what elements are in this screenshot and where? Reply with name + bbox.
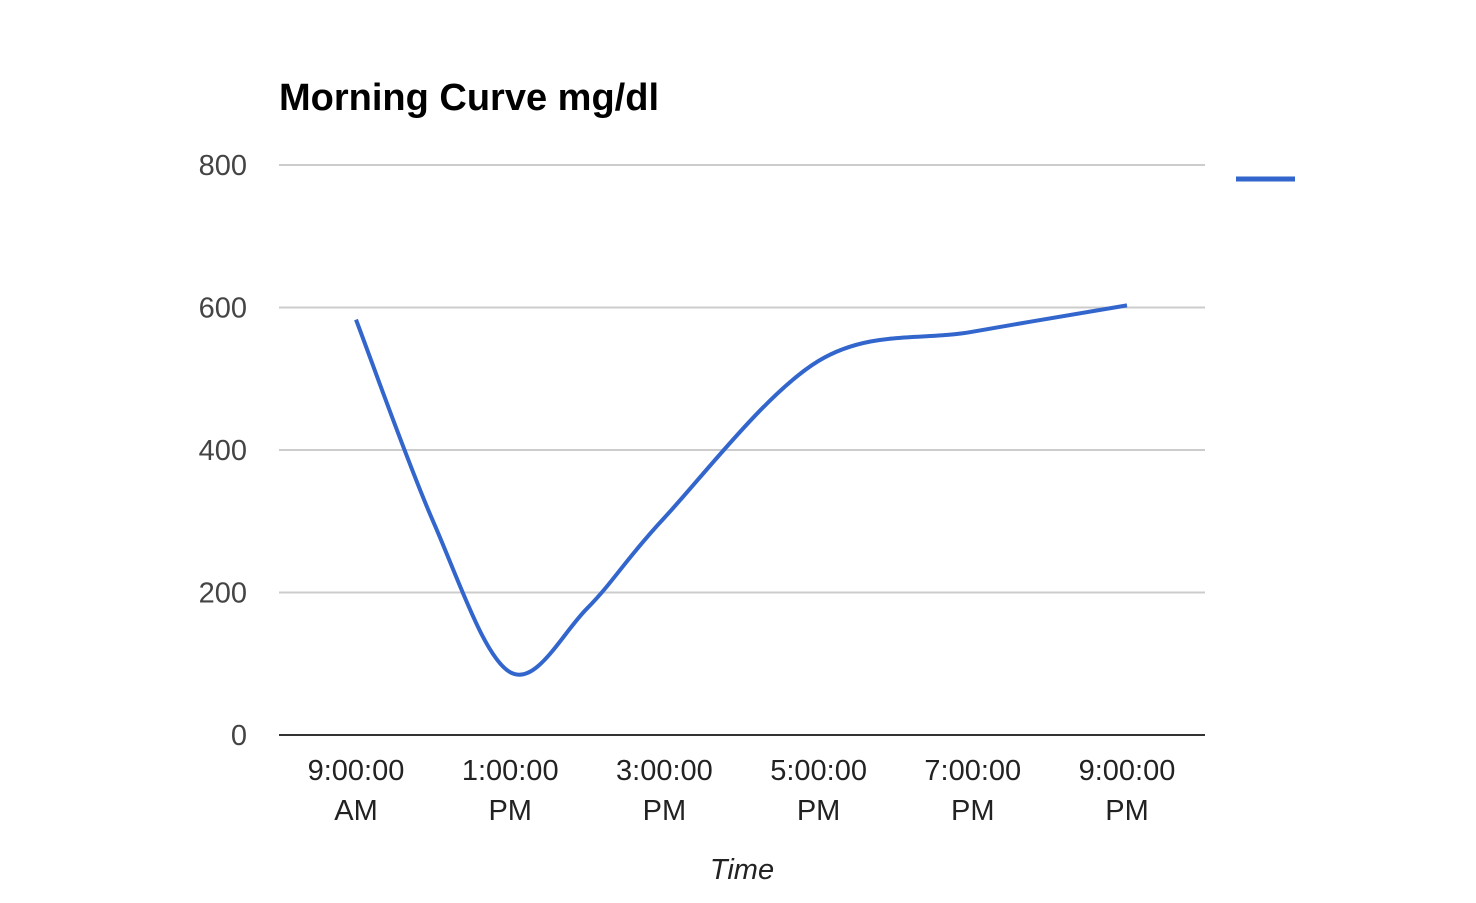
y-tick-label: 800 (199, 150, 247, 182)
x-tick-label: 5:00:00 PM (770, 755, 867, 827)
x-tick-label-line: PM (1105, 795, 1149, 827)
y-tick-label: 0 (231, 720, 247, 752)
x-tick-label: 9:00:00 PM (1079, 755, 1176, 827)
x-tick-label-line: 7:00:00 (924, 755, 1021, 787)
x-tick-label-line: 9:00:00 (1079, 755, 1176, 787)
y-tick-label: 200 (199, 578, 247, 610)
x-tick-label: 1:00:00 PM (462, 755, 559, 827)
y-tick-label: 400 (199, 435, 247, 467)
x-tick-label: 9:00:00 AM (308, 755, 405, 827)
x-tick-label-line: PM (951, 795, 995, 827)
x-tick-label-line: PM (643, 795, 687, 827)
x-tick-label-line: 3:00:00 (616, 755, 713, 787)
x-axis-ticks: 9:00:00 AM1:00:00 PM3:00:00 PM5:00:00 PM7:00… (308, 755, 1176, 827)
y-tick-label: 600 (199, 293, 247, 325)
x-tick-label: 3:00:00 PM (616, 755, 713, 827)
x-tick-label-line: AM (334, 795, 378, 827)
gridlines (279, 164, 1205, 736)
x-tick-label-line: 5:00:00 (770, 755, 867, 787)
y-axis-ticks: 0 200 400 600 800 (199, 150, 247, 752)
x-tick-label: 7:00:00 PM (924, 755, 1021, 827)
chart-title: Morning Curve mg/dl (279, 77, 659, 119)
x-tick-label-line: PM (488, 795, 532, 827)
series-line-0 (354, 303, 1128, 677)
x-tick-label-line: PM (797, 795, 841, 827)
x-tick-label-line: 1:00:00 (462, 755, 559, 787)
series-layer (354, 303, 1128, 677)
x-tick-label-line: 9:00:00 (308, 755, 405, 787)
x-axis-title: Time (710, 854, 774, 886)
